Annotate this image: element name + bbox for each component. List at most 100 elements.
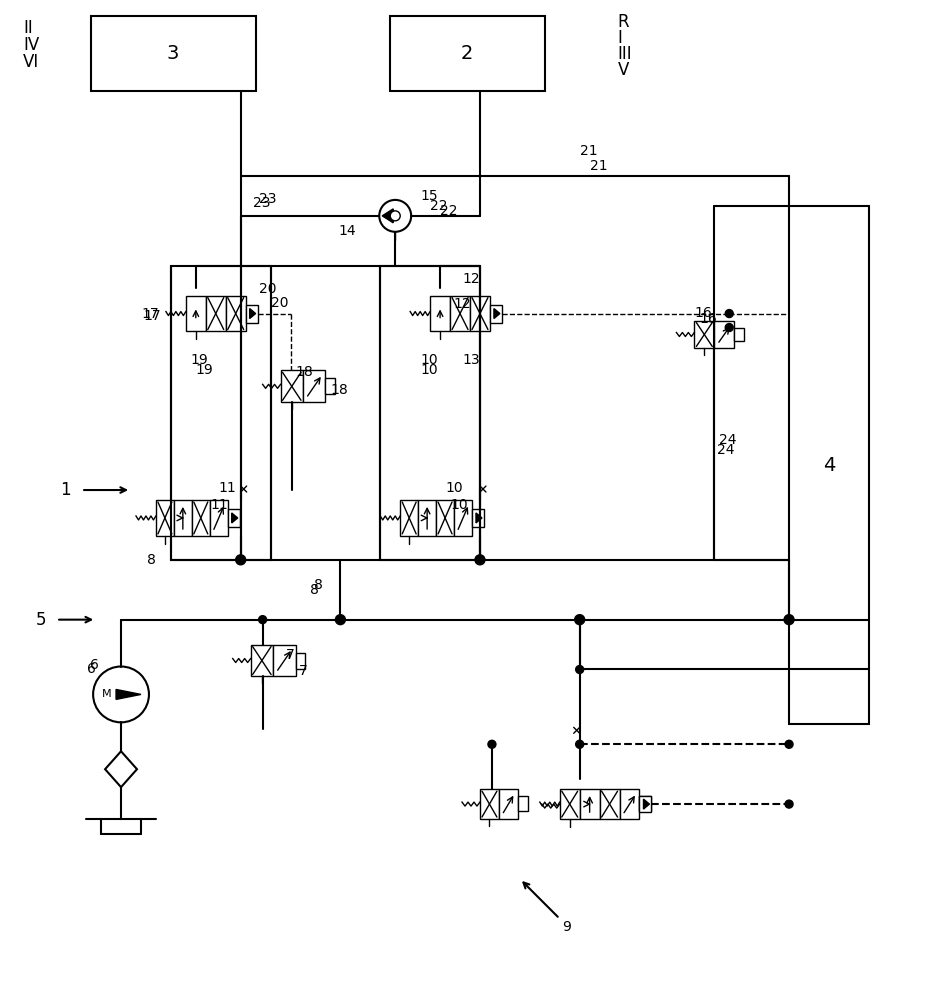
Circle shape bbox=[336, 615, 345, 625]
Text: M: M bbox=[102, 689, 112, 699]
Bar bbox=[303, 370, 325, 402]
Text: 9: 9 bbox=[562, 920, 571, 934]
Bar bbox=[206, 296, 226, 331]
Bar bbox=[192, 500, 210, 536]
Bar bbox=[714, 321, 734, 348]
Text: 15: 15 bbox=[420, 189, 438, 203]
Bar bbox=[418, 500, 436, 536]
Text: 10: 10 bbox=[446, 481, 463, 495]
Bar bbox=[639, 796, 651, 812]
Bar bbox=[559, 789, 580, 819]
Bar bbox=[156, 500, 174, 536]
Text: 22: 22 bbox=[431, 199, 447, 213]
Text: 8: 8 bbox=[147, 553, 156, 567]
Bar bbox=[454, 500, 472, 536]
Bar bbox=[226, 296, 245, 331]
Bar bbox=[639, 796, 651, 811]
Bar bbox=[390, 16, 545, 91]
Bar bbox=[431, 296, 450, 331]
Polygon shape bbox=[644, 799, 650, 809]
Text: 10: 10 bbox=[420, 353, 438, 367]
Bar bbox=[499, 789, 518, 819]
Polygon shape bbox=[250, 309, 256, 319]
Bar bbox=[325, 378, 336, 394]
Polygon shape bbox=[494, 309, 500, 319]
Bar bbox=[450, 296, 470, 331]
Bar bbox=[171, 266, 271, 560]
Text: III: III bbox=[618, 45, 633, 63]
Text: 6: 6 bbox=[90, 658, 99, 672]
Bar bbox=[295, 653, 306, 669]
Text: 19: 19 bbox=[196, 363, 213, 377]
Bar bbox=[734, 328, 744, 341]
Text: 5: 5 bbox=[36, 611, 46, 629]
Circle shape bbox=[726, 324, 733, 331]
Text: 10: 10 bbox=[420, 363, 438, 377]
Text: 10: 10 bbox=[450, 498, 468, 512]
Text: 18: 18 bbox=[331, 383, 348, 397]
Text: 8: 8 bbox=[314, 578, 322, 592]
Circle shape bbox=[785, 740, 793, 748]
Bar bbox=[186, 296, 206, 331]
Bar bbox=[400, 500, 418, 536]
Bar bbox=[695, 321, 714, 348]
Text: 12: 12 bbox=[462, 272, 479, 286]
Text: 2: 2 bbox=[461, 44, 473, 63]
Bar bbox=[470, 296, 490, 331]
Text: 7: 7 bbox=[299, 664, 307, 678]
Polygon shape bbox=[383, 209, 393, 223]
Text: 20: 20 bbox=[258, 282, 276, 296]
Polygon shape bbox=[644, 799, 650, 809]
Text: 16: 16 bbox=[699, 312, 717, 326]
Circle shape bbox=[726, 310, 733, 318]
Text: 24: 24 bbox=[719, 433, 737, 447]
Bar bbox=[436, 500, 454, 536]
Bar bbox=[472, 509, 484, 527]
Bar bbox=[619, 789, 639, 819]
Text: 19: 19 bbox=[191, 353, 209, 367]
Text: 4: 4 bbox=[822, 456, 835, 475]
Circle shape bbox=[475, 555, 485, 565]
Circle shape bbox=[574, 615, 585, 625]
Text: 24: 24 bbox=[717, 443, 735, 457]
Polygon shape bbox=[116, 689, 141, 699]
Text: 23: 23 bbox=[258, 192, 276, 206]
Bar bbox=[789, 206, 869, 724]
Text: 7: 7 bbox=[286, 648, 294, 662]
Circle shape bbox=[784, 615, 794, 625]
Text: 21: 21 bbox=[589, 159, 607, 173]
Text: 6: 6 bbox=[87, 662, 96, 676]
Text: 11: 11 bbox=[219, 481, 237, 495]
Bar bbox=[381, 266, 480, 560]
Text: VI: VI bbox=[24, 53, 39, 71]
Circle shape bbox=[575, 740, 584, 748]
Bar bbox=[274, 645, 295, 676]
Text: 17: 17 bbox=[141, 307, 159, 321]
Bar bbox=[280, 370, 303, 402]
Text: 21: 21 bbox=[580, 144, 597, 158]
Polygon shape bbox=[476, 513, 482, 523]
Text: 23: 23 bbox=[253, 196, 270, 210]
Text: 20: 20 bbox=[271, 296, 288, 310]
Text: 11: 11 bbox=[211, 498, 228, 512]
Text: 1: 1 bbox=[60, 481, 71, 499]
Text: R: R bbox=[618, 13, 629, 31]
Circle shape bbox=[575, 666, 584, 673]
Bar bbox=[600, 789, 619, 819]
Text: 22: 22 bbox=[440, 204, 458, 218]
Text: 18: 18 bbox=[295, 365, 313, 379]
Circle shape bbox=[258, 616, 267, 624]
Text: 13: 13 bbox=[462, 353, 479, 367]
Text: IV: IV bbox=[24, 36, 39, 54]
Text: I: I bbox=[618, 29, 622, 47]
Bar bbox=[490, 305, 502, 323]
Text: II: II bbox=[24, 19, 33, 37]
Bar bbox=[91, 16, 256, 91]
Text: V: V bbox=[618, 61, 629, 79]
Circle shape bbox=[390, 211, 400, 221]
Bar bbox=[210, 500, 227, 536]
Text: 16: 16 bbox=[695, 306, 713, 320]
Text: 17: 17 bbox=[143, 309, 161, 323]
Text: 3: 3 bbox=[166, 44, 179, 63]
Circle shape bbox=[785, 800, 793, 808]
